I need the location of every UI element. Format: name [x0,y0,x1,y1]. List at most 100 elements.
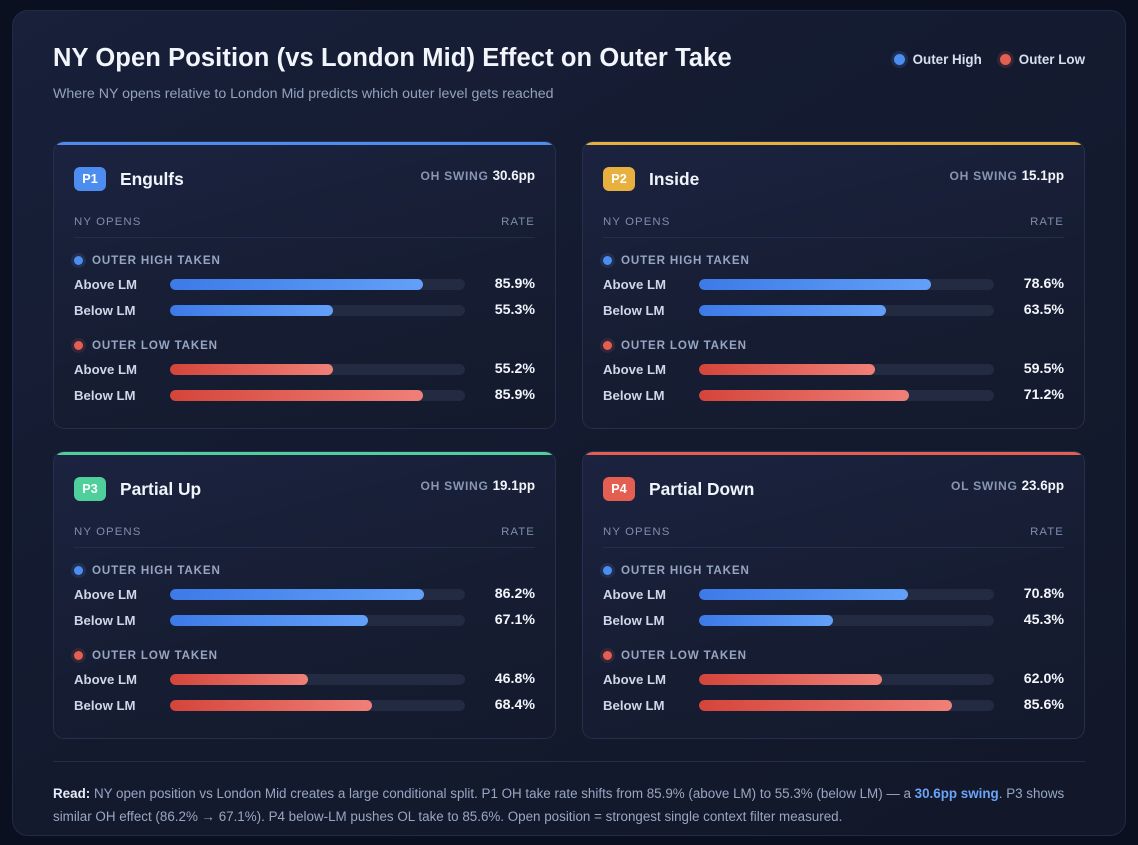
row-label: Below LM [603,302,665,318]
bar-track [699,699,994,711]
bar-track [699,614,994,626]
group-label-outer-high: OUTER HIGH TAKEN [603,254,1064,267]
column-header: NY OPENS RATE [74,526,535,548]
swing-metric: OH SWING 19.1pp [420,478,535,493]
footer-highlight: 30.6pp swing [914,786,999,801]
swing-value: 15.1pp [1021,168,1064,183]
bar-fill [699,673,882,685]
pattern-card-p2[interactable]: P2 Inside OH SWING 15.1pp NY OPENS RATE O… [582,141,1085,429]
row-label: Above LM [603,671,667,687]
column-header-right: RATE [1030,526,1064,538]
column-header: NY OPENS RATE [74,216,535,238]
footer-text-b: . P3 shows similar OH effect (86.2% → 67… [53,786,1065,824]
header: NY Open Position (vs London Mid) Effect … [53,43,1085,129]
row-value: 85.9% [494,276,535,292]
row-label: Below LM [74,612,136,628]
bar-fill [699,304,887,316]
row-value: 55.3% [494,302,535,318]
pattern-card-p1[interactable]: P1 Engulfs OH SWING 30.6pp NY OPENS RATE … [53,141,556,429]
bar-fill [699,699,952,711]
bar-track [170,673,465,685]
bar-track [170,699,465,711]
card-grid: P1 Engulfs OH SWING 30.6pp NY OPENS RATE … [53,141,1085,739]
legend-item-outer-high[interactable]: Outer High [893,52,982,67]
group-label-outer-low: OUTER LOW TAKEN [74,339,535,352]
legend-label-outer-high: Outer High [912,52,982,67]
stat-row: Above LM 46.8% [74,666,535,692]
page-title: NY Open Position (vs London Mid) Effect … [53,44,732,72]
legend: Outer High Outer Low [893,52,1085,67]
stat-row: Below LM 63.5% [603,297,1064,323]
page-subtitle: Where NY opens relative to London Mid pr… [53,86,554,102]
legend-item-outer-low[interactable]: Outer Low [999,52,1085,67]
row-value: 71.2% [1023,387,1064,403]
pattern-card-p3[interactable]: P3 Partial Up OH SWING 19.1pp NY OPENS RA… [53,451,556,739]
column-header-right: RATE [501,526,535,538]
row-value: 70.8% [1023,586,1064,602]
legend-dot-blue-icon [603,566,612,575]
row-value: 63.5% [1023,302,1064,318]
bar-fill [699,363,875,375]
row-label: Above LM [74,586,138,602]
stat-row: Above LM 78.6% [603,271,1064,297]
legend-dot-red-icon [603,341,612,350]
row-label: Above LM [74,671,138,687]
pattern-badge: P2 [603,167,635,191]
stat-row: Above LM 62.0% [603,666,1064,692]
card-header: P2 Inside OH SWING 15.1pp [603,164,1064,194]
bar-track [699,673,994,685]
card-title: Inside [649,168,700,189]
stat-row: Below LM 55.3% [74,297,535,323]
bar-track [699,389,994,401]
row-value: 68.4% [494,697,535,713]
group-label-text: OUTER LOW TAKEN [92,649,218,662]
card-accent-bar [54,142,555,145]
stat-row: Above LM 59.5% [603,356,1064,382]
pattern-badge: P4 [603,477,635,501]
column-header: NY OPENS RATE [603,526,1064,548]
group-label-outer-high: OUTER HIGH TAKEN [74,564,535,577]
group-label-text: OUTER LOW TAKEN [92,339,218,352]
stat-row: Above LM 55.2% [74,356,535,382]
row-label: Above LM [74,361,138,377]
row-label: Below LM [74,387,136,403]
group-label-text: OUTER LOW TAKEN [621,339,747,352]
row-label: Below LM [603,612,665,628]
column-header: NY OPENS RATE [603,216,1064,238]
card-title: Partial Up [120,478,202,499]
row-value: 55.2% [494,361,535,377]
stat-row: Below LM 67.1% [74,607,535,633]
legend-dot-blue-icon [893,54,905,65]
group-label-outer-high: OUTER HIGH TAKEN [603,564,1064,577]
bar-fill [170,278,424,290]
legend-dot-red-icon [999,54,1011,65]
bar-track [170,614,465,626]
row-label: Above LM [74,276,138,292]
bar-track [170,278,465,290]
legend-dot-red-icon [603,651,612,660]
dashboard-panel: NY Open Position (vs London Mid) Effect … [12,10,1126,836]
swing-label: OH SWING [949,169,1018,183]
legend-dot-blue-icon [74,566,83,575]
row-value: 59.5% [1023,361,1064,377]
group-label-text: OUTER HIGH TAKEN [92,564,221,577]
swing-label: OH SWING [420,169,489,183]
legend-dot-blue-icon [603,256,612,265]
bar-fill [170,699,372,711]
card-title: Partial Down [649,478,755,499]
stat-row: Below LM 45.3% [603,607,1064,633]
row-value: 86.2% [494,586,535,602]
row-label: Below LM [603,387,665,403]
group-label-outer-low: OUTER LOW TAKEN [603,339,1064,352]
swing-value: 23.6pp [1021,478,1064,493]
row-label: Above LM [603,586,667,602]
column-header-right: RATE [501,216,535,228]
stat-row: Below LM 85.6% [603,692,1064,718]
bar-fill [170,614,368,626]
legend-label-outer-low: Outer Low [1018,52,1085,67]
column-header-left: NY OPENS [603,526,671,538]
group-label-text: OUTER HIGH TAKEN [621,254,750,267]
row-label: Above LM [603,276,667,292]
pattern-card-p4[interactable]: P4 Partial Down OL SWING 23.6pp NY OPENS … [582,451,1085,739]
